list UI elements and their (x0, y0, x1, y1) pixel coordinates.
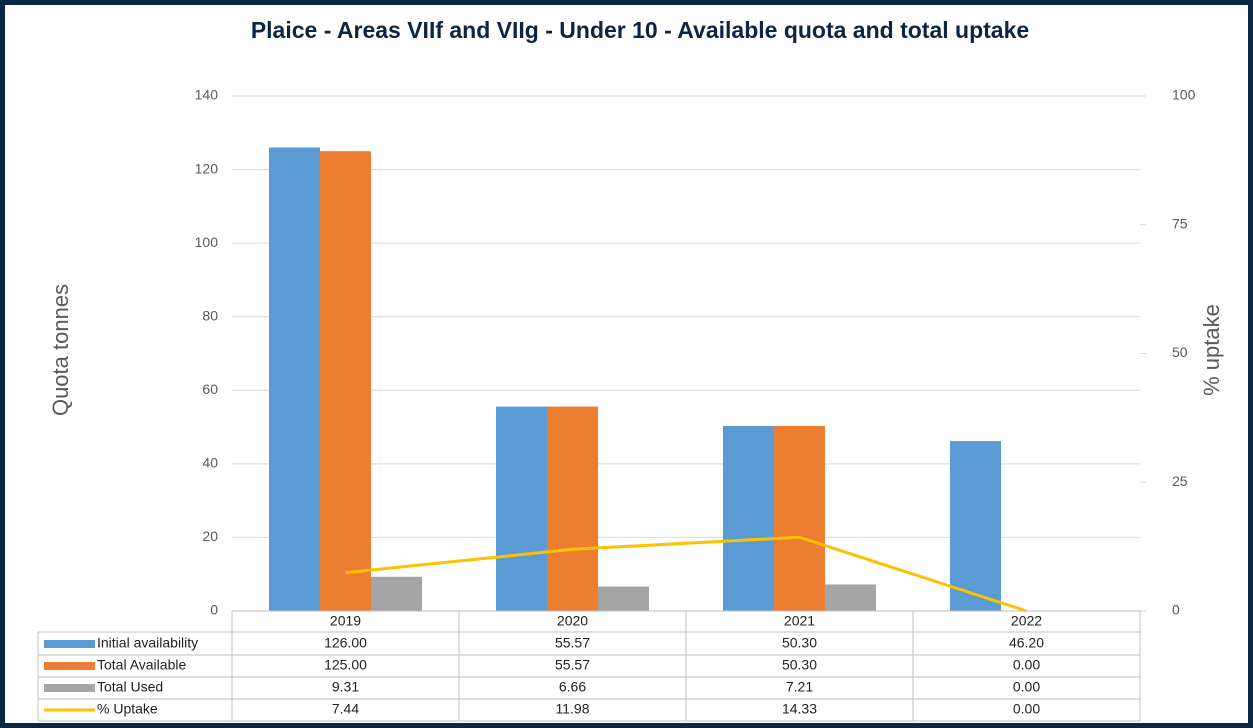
legend-label: Total Available (97, 657, 186, 673)
y-tick-label: 100 (195, 234, 219, 250)
x-tick-label: 2022 (1011, 613, 1042, 629)
y-tick-label: 60 (202, 381, 218, 397)
table-value: 11.98 (556, 701, 590, 717)
y2-tick-label: 100 (1172, 87, 1196, 103)
table-value: 6.66 (559, 679, 586, 695)
y-tick-label: 80 (202, 307, 218, 323)
table-value: 7.21 (786, 679, 813, 695)
bar (598, 586, 649, 611)
table-value: 0.00 (1013, 701, 1040, 717)
table-value: 14.33 (782, 701, 817, 717)
y2-axis-label: % uptake (1199, 304, 1224, 396)
bar (269, 147, 320, 611)
y2-tick-label: 75 (1172, 215, 1188, 231)
y-tick-label: 40 (202, 455, 218, 471)
legend-label: Total Used (97, 679, 163, 695)
table-value: 55.57 (555, 657, 590, 673)
y-tick-label: 120 (195, 160, 219, 176)
table-value: 7.44 (332, 701, 359, 717)
legend-key (44, 684, 95, 692)
table-value: 126.00 (324, 635, 367, 651)
chart-title: Plaice - Areas VIIf and VIIg - Under 10 … (250, 17, 1030, 43)
table-value: 50.30 (782, 657, 817, 673)
bar (496, 406, 547, 611)
legend-label: Initial availability (97, 635, 198, 651)
y2-tick-label: 25 (1172, 473, 1188, 489)
table-value: 9.31 (332, 679, 359, 695)
y-tick-label: 0 (210, 602, 218, 618)
table-value: 125.00 (324, 657, 367, 673)
bar (825, 584, 876, 611)
y-tick-label: 140 (195, 87, 219, 103)
x-tick-label: 2020 (557, 613, 588, 629)
line (345, 535, 1027, 613)
y2-tick-label: 0 (1172, 602, 1180, 618)
legend-label: % Uptake (97, 701, 158, 717)
bar (371, 576, 422, 611)
table-value: 55.57 (555, 635, 590, 651)
table-value: 46.20 (1009, 635, 1044, 651)
x-tick-label: 2021 (784, 613, 815, 629)
table-value: 0.00 (1013, 657, 1040, 673)
y-axis-label: Quota tonnes (48, 284, 73, 416)
bar (320, 151, 371, 611)
table-value: 50.30 (782, 635, 817, 651)
legend-key (44, 662, 95, 670)
bar (723, 425, 774, 611)
y2-tick-label: 50 (1172, 344, 1188, 360)
x-tick-label: 2019 (330, 613, 361, 629)
bar (774, 425, 825, 611)
table-value: 0.00 (1013, 679, 1040, 695)
bar (950, 441, 1001, 611)
bar (547, 406, 598, 611)
y-tick-label: 20 (202, 528, 218, 544)
legend-key (44, 640, 95, 648)
